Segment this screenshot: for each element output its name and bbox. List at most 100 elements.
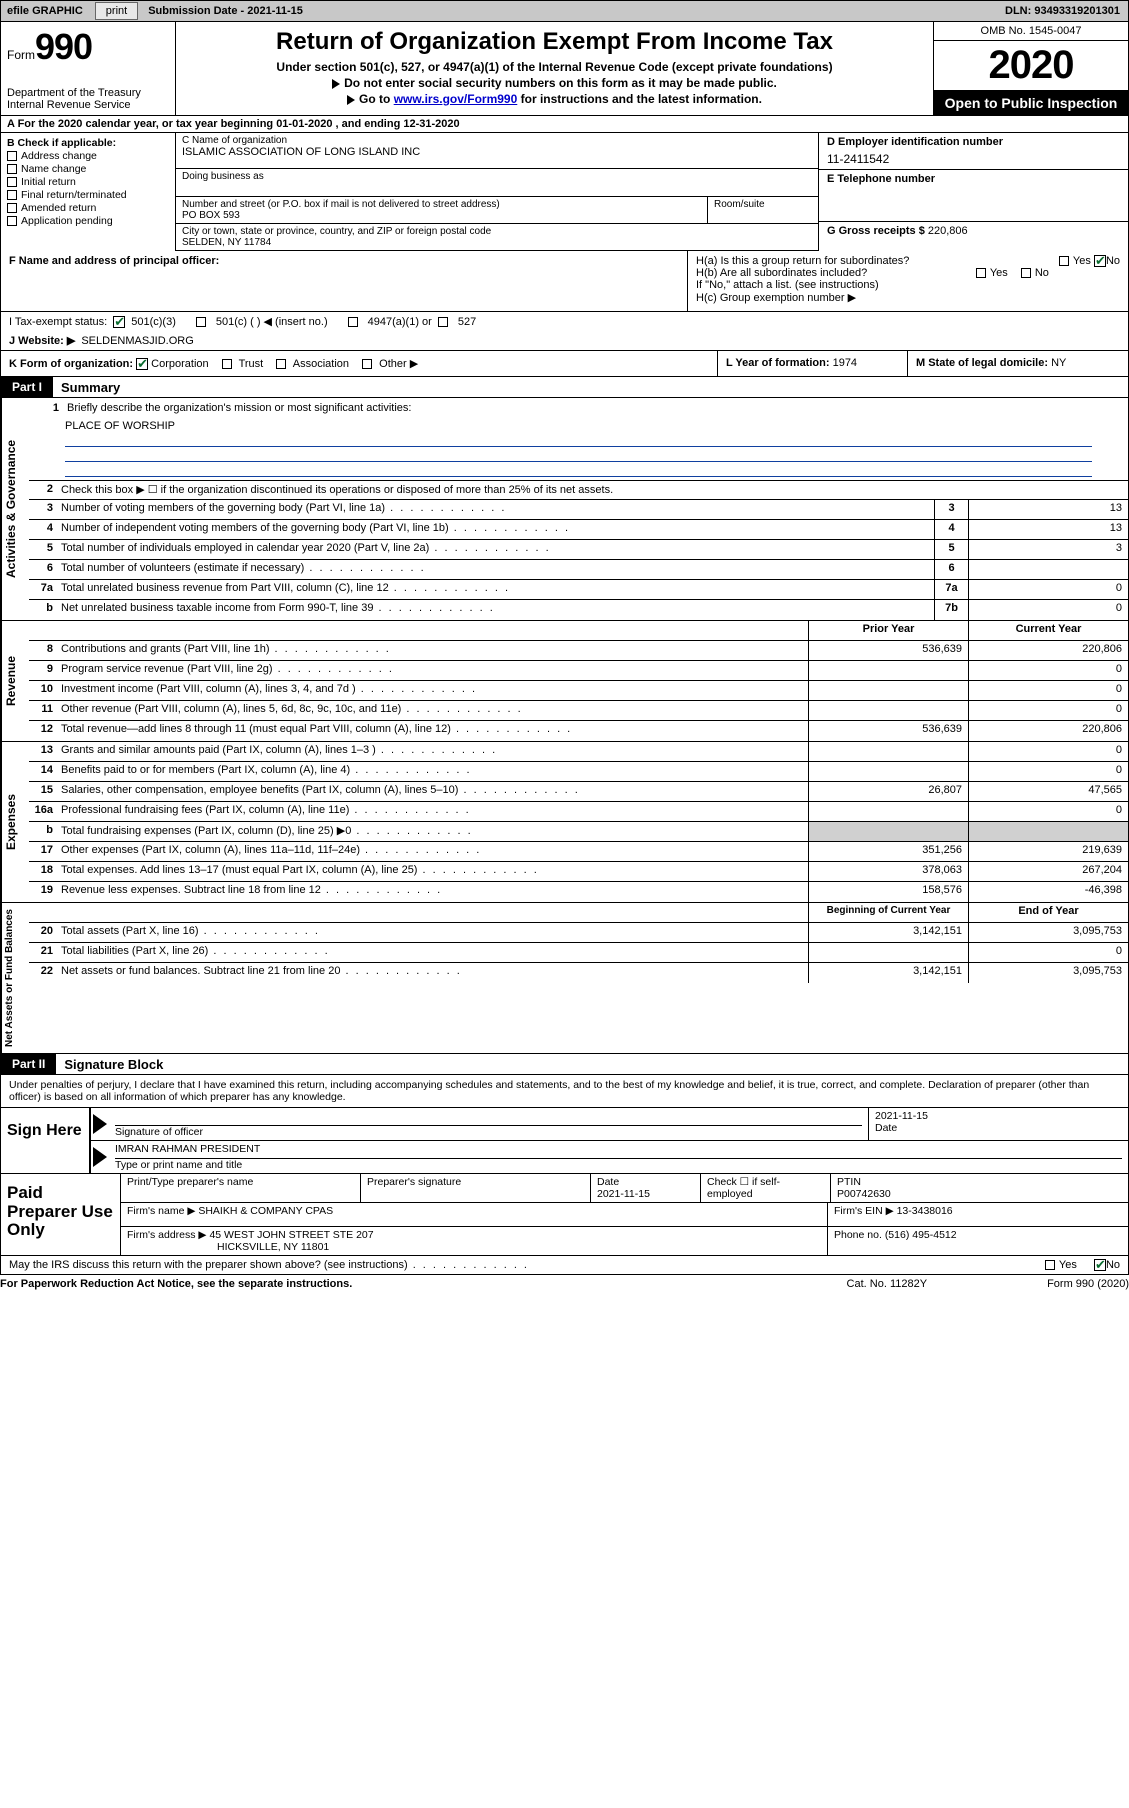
row-val: 13 [968, 520, 1128, 539]
col-right: D Employer identification number 11-2411… [818, 133, 1128, 251]
curr-val: 0 [968, 762, 1128, 781]
sub3a: Go to [359, 92, 394, 106]
checkbox-icon[interactable] [7, 164, 17, 174]
checkbox-icon[interactable] [196, 317, 206, 327]
row-box: 3 [934, 500, 968, 519]
f-label: F Name and address of principal officer: [9, 255, 219, 267]
discuss-text: May the IRS discuss this return with the… [9, 1259, 1045, 1271]
arrow-icon [93, 1147, 107, 1167]
paid-preparer-block: Paid Preparer Use Only Print/Type prepar… [0, 1174, 1129, 1256]
irs-discuss-row: May the IRS discuss this return with the… [0, 1256, 1129, 1275]
summary-row: 10 Investment income (Part VIII, column … [29, 681, 1128, 701]
d-cell: D Employer identification number 11-2411… [819, 133, 1128, 170]
hb2-text: If "No," attach a list. (see instruction… [696, 279, 1120, 291]
irs-link[interactable]: www.irs.gov/Form990 [394, 92, 518, 106]
sig-officer-cell: Signature of officer [109, 1108, 868, 1140]
row-num: b [29, 600, 57, 620]
ein-lab: Firm's EIN ▶ [834, 1205, 894, 1217]
checkbox-checked-icon[interactable] [1094, 255, 1106, 267]
summary-row: 14 Benefits paid to or for members (Part… [29, 762, 1128, 782]
line-i: I Tax-exempt status: 501(c)(3) 501(c) ( … [0, 312, 1129, 331]
row-text: Other expenses (Part IX, column (A), lin… [57, 842, 808, 861]
row-text: Professional fundraising fees (Part IX, … [57, 802, 808, 821]
checkbox-icon[interactable] [7, 203, 17, 213]
row-num: 20 [29, 923, 57, 942]
i-opt: 527 [458, 316, 476, 328]
summary-row: 19 Revenue less expenses. Subtract line … [29, 882, 1128, 902]
summary-expenses: Expenses 13 Grants and similar amounts p… [0, 742, 1129, 903]
row-num: 8 [29, 641, 57, 660]
curr-val: 220,806 [968, 641, 1128, 660]
org-name: ISLAMIC ASSOCIATION OF LONG ISLAND INC [182, 146, 812, 158]
prior-val [808, 802, 968, 821]
sub3b: for instructions and the latest informat… [517, 92, 762, 106]
subtitle-1: Under section 501(c), 527, or 4947(a)(1)… [184, 60, 925, 74]
checkbox-icon[interactable] [1045, 1260, 1055, 1270]
b-opt: Name change [7, 163, 169, 175]
open-to-public: Open to Public Inspection [934, 91, 1128, 115]
summary-row: b Net unrelated business taxable income … [29, 600, 1128, 620]
checkbox-checked-icon[interactable] [113, 316, 125, 328]
sign-here-block: Sign Here Signature of officer 2021-11-1… [0, 1108, 1129, 1174]
c-name-label: C Name of organization [182, 135, 812, 146]
b-opt-text: Address change [21, 150, 97, 162]
k-cell: K Form of organization: Corporation Trus… [1, 351, 718, 376]
i-opt: 501(c)(3) [131, 316, 176, 328]
checkbox-icon[interactable] [7, 216, 17, 226]
checkbox-icon[interactable] [276, 359, 286, 369]
checkbox-icon[interactable] [362, 359, 372, 369]
prior-val: 378,063 [808, 862, 968, 881]
checkbox-checked-icon[interactable] [136, 358, 148, 370]
ha-row: H(a) Is this a group return for subordin… [696, 255, 1120, 267]
underline [65, 433, 1092, 447]
sig-officer-label: Signature of officer [115, 1126, 862, 1138]
print-button[interactable]: print [95, 2, 138, 20]
checkbox-icon[interactable] [7, 151, 17, 161]
checkbox-checked-icon[interactable] [1094, 1259, 1106, 1271]
subtitle-3: Go to www.irs.gov/Form990 for instructio… [184, 92, 925, 106]
g-val: 220,806 [928, 225, 968, 237]
header-right: OMB No. 1545-0047 2020 Open to Public In… [933, 22, 1128, 115]
summary-row: 17 Other expenses (Part IX, column (A), … [29, 842, 1128, 862]
checkbox-icon[interactable] [1059, 256, 1069, 266]
dept-treasury: Department of the Treasury Internal Reve… [7, 87, 169, 111]
no-label: No [1035, 267, 1049, 279]
row-val: 0 [968, 580, 1128, 599]
part-i-title: Summary [61, 380, 120, 395]
hb-row: H(b) Are all subordinates included? Yes … [696, 267, 1120, 279]
arrow-cell [91, 1141, 109, 1173]
phone-cell: Phone no. (516) 495-4512 [828, 1227, 1128, 1255]
row-text: Total fundraising expenses (Part IX, col… [57, 822, 808, 841]
checkbox-icon[interactable] [7, 190, 17, 200]
b-opt-text: Final return/terminated [21, 189, 127, 201]
checkbox-icon[interactable] [7, 177, 17, 187]
self-emp-cell: Check ☐ if self-employed [701, 1174, 831, 1202]
curr-val: 0 [968, 701, 1128, 720]
discuss-yn: Yes No [1045, 1259, 1120, 1271]
col-header-row: Prior Year Current Year [29, 621, 1128, 641]
checkbox-icon[interactable] [348, 317, 358, 327]
sub2-text: Do not enter social security numbers on … [344, 76, 777, 90]
row-num: 3 [29, 500, 57, 519]
prior-val [808, 661, 968, 680]
paid-row-3: Firm's address ▶ 45 WEST JOHN STREET STE… [121, 1227, 1128, 1255]
city-cell: City or town, state or province, country… [176, 224, 818, 251]
mission-text: PLACE OF WORSHIP [65, 420, 1092, 432]
checkbox-icon[interactable] [1021, 268, 1031, 278]
summary-row: 22 Net assets or fund balances. Subtract… [29, 963, 1128, 983]
firm-name-cell: Firm's name ▶ SHAIKH & COMPANY CPAS [121, 1203, 828, 1226]
expenses-body: 13 Grants and similar amounts paid (Part… [29, 742, 1128, 902]
firm-addr-cell: Firm's address ▶ 45 WEST JOHN STREET STE… [121, 1227, 828, 1255]
checkbox-icon[interactable] [976, 268, 986, 278]
perjury-text: Under penalties of perjury, I declare th… [0, 1075, 1129, 1108]
beg-year-hdr: Beginning of Current Year [808, 903, 968, 922]
ptin-cell: PTIN P00742630 [831, 1174, 1128, 1202]
prior-val [808, 943, 968, 962]
checkbox-icon[interactable] [438, 317, 448, 327]
checkbox-icon[interactable] [222, 359, 232, 369]
ha-yn: Yes No [1049, 255, 1120, 267]
yes-label: Yes [1059, 1259, 1077, 1271]
net-body: Beginning of Current Year End of Year 20… [29, 903, 1128, 1053]
efile-label: efile GRAPHIC [1, 5, 89, 17]
prep-sig-hdr: Preparer's signature [361, 1174, 591, 1202]
